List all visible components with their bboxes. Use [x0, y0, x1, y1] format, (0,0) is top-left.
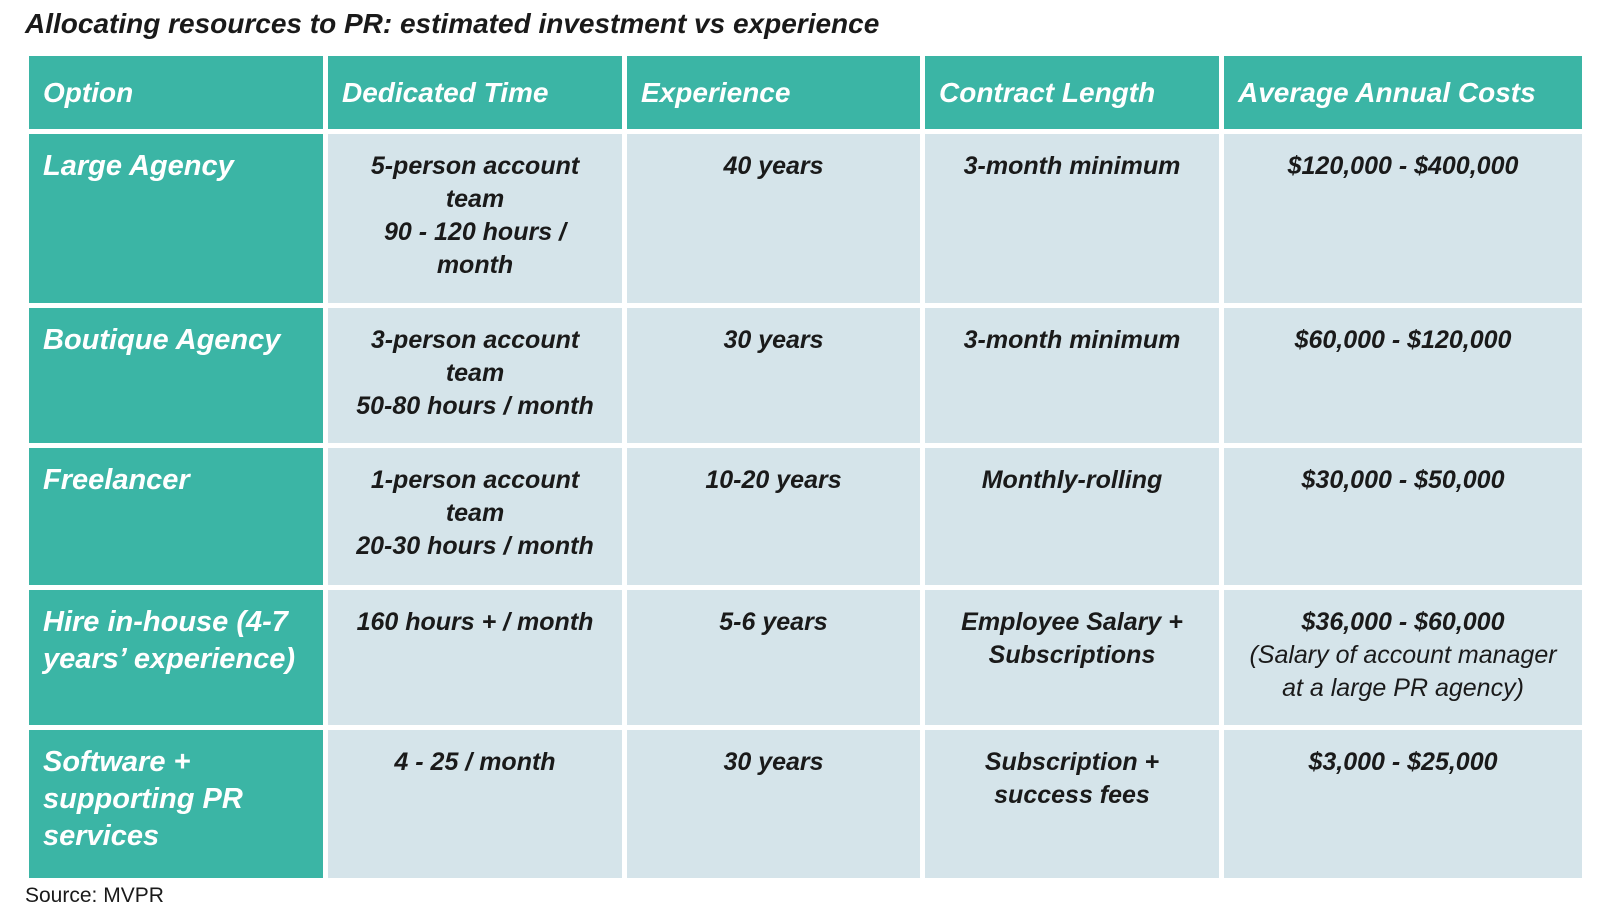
cell-text: 90 - 120 hours / month	[383, 218, 567, 279]
cell-text: 10-20 years	[705, 466, 842, 494]
table-cell: 1-person account team 20-30 hours / month	[328, 448, 622, 585]
header-cell: Average Annual Costs	[1224, 56, 1582, 129]
option-cell: Hire in-house (4-7 years’ experience)	[29, 590, 323, 725]
header-cell: Experience	[627, 56, 920, 129]
cell-text: Freelancer	[43, 464, 190, 496]
cell-text: 3-person account team	[370, 326, 580, 387]
table-cell: 3-month minimum	[925, 134, 1219, 303]
cell-text: $36,000 - $60,000	[1301, 608, 1505, 636]
table-cell: 10-20 years	[627, 448, 920, 585]
table-cell: 160 hours + / month	[328, 590, 622, 725]
table-cell: 4 - 25 / month	[328, 730, 622, 878]
cell-text: 3-month minimum	[963, 152, 1181, 180]
header-cell: Contract Length	[925, 56, 1219, 129]
cell-text: Software + supporting PR services	[43, 746, 243, 852]
table-cell: $30,000 - $50,000	[1224, 448, 1582, 585]
cell-text: $3,000 - $25,000	[1308, 748, 1498, 776]
cell-text: 30 years	[723, 748, 824, 776]
table-cell: 30 years	[627, 308, 920, 443]
option-cell: Freelancer	[29, 448, 323, 585]
table-cell: 5-person account team 90 - 120 hours / mo…	[328, 134, 622, 303]
cell-text: 160 hours + / month	[356, 608, 594, 636]
cell-text: Hire in-house (4-7 years’ experience)	[43, 606, 296, 675]
table-cell: $36,000 - $60,000 (Salary of account mana…	[1224, 590, 1582, 725]
table-cell: Subscription + success fees	[925, 730, 1219, 878]
cell-text: Large Agency	[43, 150, 234, 182]
cell-text: 50-80 hours / month	[356, 392, 594, 420]
header-cell: Option	[29, 56, 323, 129]
table-cell: Employee Salary + Subscriptions	[925, 590, 1219, 725]
option-cell: Large Agency	[29, 134, 323, 303]
table-cell: 30 years	[627, 730, 920, 878]
table-cell: 5-6 years	[627, 590, 920, 725]
cell-text: 5-person account team	[370, 152, 580, 213]
option-cell: Software + supporting PR services	[29, 730, 323, 878]
title: Allocating resources to PR: estimated in…	[25, 8, 880, 39]
header-cell: Dedicated Time	[328, 56, 622, 129]
cell-text: 20-30 hours / month	[356, 532, 594, 560]
cell-note: (Salary of account manager at a large PR…	[1249, 641, 1557, 702]
cell-text: Boutique Agency	[43, 324, 281, 356]
table-cell: 40 years	[627, 134, 920, 303]
cell-text: 1-person account team	[370, 466, 580, 527]
cell-text: 30 years	[723, 326, 824, 354]
cell-text: 4 - 25 / month	[394, 748, 556, 776]
cell-text: 5-6 years	[719, 608, 828, 636]
table-cell: $3,000 - $25,000	[1224, 730, 1582, 878]
table-cell: 3-person account team 50-80 hours / month	[328, 308, 622, 443]
source: Source: MVPR	[25, 884, 164, 907]
table-cell: 3-month minimum	[925, 308, 1219, 443]
option-cell: Boutique Agency	[29, 308, 323, 443]
table-cell: $120,000 - $400,000	[1224, 134, 1582, 303]
cell-text: $120,000 - $400,000	[1287, 152, 1519, 180]
cell-text: $60,000 - $120,000	[1294, 326, 1512, 354]
cell-text: $30,000 - $50,000	[1301, 466, 1505, 494]
cell-text: 40 years	[723, 152, 824, 180]
table-cell: $60,000 - $120,000	[1224, 308, 1582, 443]
cell-text: Subscription + success fees	[984, 748, 1160, 809]
table-cell: Monthly-rolling	[925, 448, 1219, 585]
cell-text: Monthly-rolling	[981, 466, 1163, 494]
cell-text: 3-month minimum	[963, 326, 1181, 354]
table: Option Dedicated Time Experience Contract L…	[29, 56, 1582, 878]
cell-text: Employee Salary + Subscriptions	[961, 608, 1183, 669]
